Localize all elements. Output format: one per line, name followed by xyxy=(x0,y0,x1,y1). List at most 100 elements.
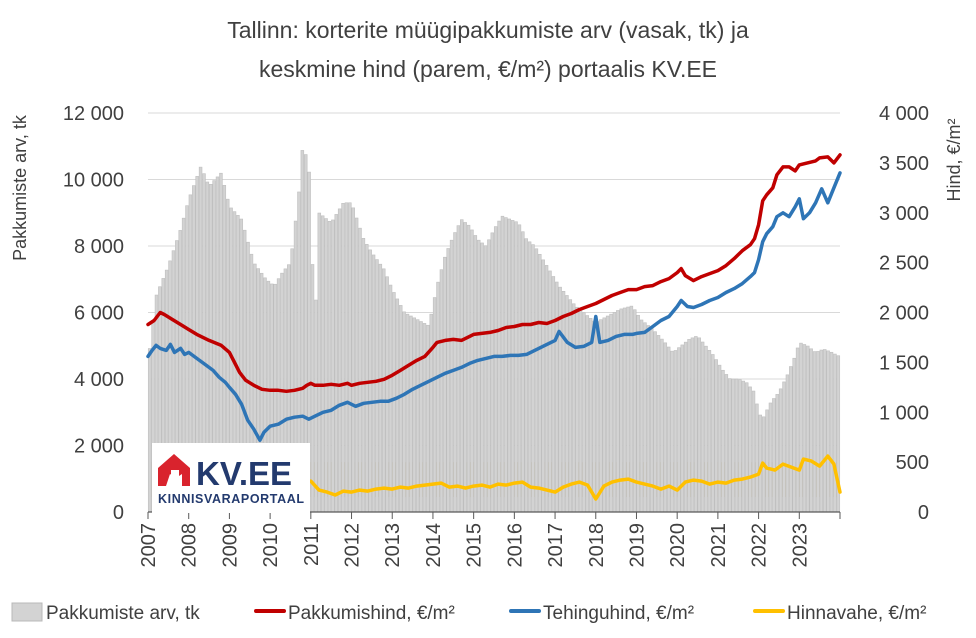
y-tick-label-right: 2 000 xyxy=(879,303,929,325)
x-tick-label: 2008 xyxy=(179,523,201,568)
offers-bar xyxy=(721,369,725,513)
offers-bar xyxy=(521,231,525,513)
offers-bar xyxy=(816,351,820,513)
legend-swatch-offers xyxy=(11,602,43,622)
offers-bar xyxy=(785,374,790,513)
offers-bar xyxy=(477,239,481,513)
offers-bar xyxy=(656,335,661,513)
offers-bar xyxy=(544,265,549,513)
x-tick-label: 2017 xyxy=(545,523,567,568)
x-tick-label: 2016 xyxy=(504,523,526,568)
price-lines xyxy=(146,153,842,501)
offers-bar xyxy=(504,217,508,513)
offers-bar xyxy=(599,319,603,513)
x-tick-label: 2010 xyxy=(260,523,282,568)
y-tick-label-right: 4 000 xyxy=(879,103,929,125)
offers-bar xyxy=(514,221,518,513)
offers-bar xyxy=(833,353,837,513)
offers-bar xyxy=(561,290,566,513)
offers-bar xyxy=(534,248,539,513)
y-tick-label-right: 3 000 xyxy=(879,203,929,225)
y-tick-label-right: 3 500 xyxy=(879,153,929,175)
offers-bar xyxy=(571,303,576,513)
offers-bar xyxy=(147,348,152,513)
offers-bar xyxy=(772,398,776,513)
offers-bar xyxy=(823,349,827,513)
offers-bar xyxy=(470,229,474,513)
offers-bar xyxy=(690,337,695,513)
offers-bar xyxy=(314,299,318,513)
offers-bar xyxy=(348,202,352,513)
x-tick-label: 2019 xyxy=(627,523,649,568)
transaction-price-line xyxy=(146,171,842,442)
offers-bar xyxy=(409,315,413,513)
offers-bar xyxy=(789,366,793,513)
x-tick-label: 2011 xyxy=(301,523,323,566)
offers-bar xyxy=(744,382,749,513)
offers-bar xyxy=(568,299,573,513)
x-tick-label: 2018 xyxy=(586,523,608,568)
offers-bar xyxy=(551,276,556,513)
offers-bar xyxy=(755,403,759,513)
y-axis-left-title: Pakkumiste arv, tk xyxy=(10,114,30,261)
offers-bar xyxy=(351,207,355,513)
y-tick-label-right: 2 500 xyxy=(879,253,929,275)
offers-bar xyxy=(748,386,752,513)
x-tick-label: 2007 xyxy=(138,523,160,568)
offers-bar xyxy=(792,357,796,513)
offers-bar xyxy=(711,354,715,513)
offers-bar xyxy=(707,350,712,513)
kvee-logo: KV.EE KINNISVARAPORTAAL xyxy=(152,443,310,513)
chart-title-line-1: Tallinn: korterite müügipakkumiste arv (… xyxy=(227,17,749,43)
offers-bar xyxy=(626,306,630,513)
offers-bar xyxy=(700,341,705,513)
legend: Pakkumiste arv, tk Pakkumishind, €/m² Te… xyxy=(11,602,926,624)
offers-bar xyxy=(768,402,773,513)
offers-bar xyxy=(487,239,491,513)
offers-bar xyxy=(694,336,698,513)
offers-bar xyxy=(337,208,342,513)
y-ticks-right: 0 500 1 000 1 500 2 000 2 500 3 000 3 500 4 000 xyxy=(879,103,929,524)
offers-bar xyxy=(320,215,325,513)
offers-bar xyxy=(548,270,552,513)
offers-bar xyxy=(354,217,359,513)
offers-bar xyxy=(490,232,495,513)
offers-bar xyxy=(344,202,349,513)
offers-bar xyxy=(405,313,410,513)
offers-bar xyxy=(717,364,722,513)
offers-bar xyxy=(436,281,440,513)
offers-bar xyxy=(443,256,447,513)
asking-price-line xyxy=(146,153,842,394)
offers-bar xyxy=(365,244,369,513)
offers-bar xyxy=(327,221,332,513)
x-tick-label: 2009 xyxy=(219,523,241,568)
offers-bar xyxy=(687,339,691,513)
x-tick-label: 2014 xyxy=(423,523,445,568)
axes xyxy=(147,511,841,519)
x-tick-label: 2020 xyxy=(667,523,689,568)
offers-bar xyxy=(775,394,779,513)
offers-bar xyxy=(778,388,783,513)
y-tick-label-left: 4 000 xyxy=(74,369,124,391)
offers-bar xyxy=(602,317,606,513)
offers-bar xyxy=(483,245,488,513)
offers-bar xyxy=(449,239,454,513)
offers-bar xyxy=(317,212,322,513)
logo-name: KV.EE xyxy=(196,455,292,492)
price-gap-line xyxy=(276,454,842,501)
offers-bar xyxy=(480,242,484,513)
offers-bar xyxy=(453,232,457,513)
offers-bar xyxy=(683,341,688,513)
x-tick-label: 2023 xyxy=(789,523,811,568)
x-ticks: 2007 2008 2009 2010 2011 2012 2013 2014 2015 2016… xyxy=(138,523,811,568)
y-tick-label-right: 1 000 xyxy=(879,402,929,424)
offers-bar xyxy=(565,295,569,513)
offers-bar xyxy=(466,224,471,513)
offers-bar xyxy=(541,259,545,513)
y-ticks-left: 0 2 000 4 000 6 000 8 000 10 000 12 000 xyxy=(63,103,124,524)
offers-bar xyxy=(799,342,803,513)
offers-bar xyxy=(660,338,664,513)
y-tick-label-left: 6 000 xyxy=(74,303,124,325)
offers-bar xyxy=(334,214,338,513)
